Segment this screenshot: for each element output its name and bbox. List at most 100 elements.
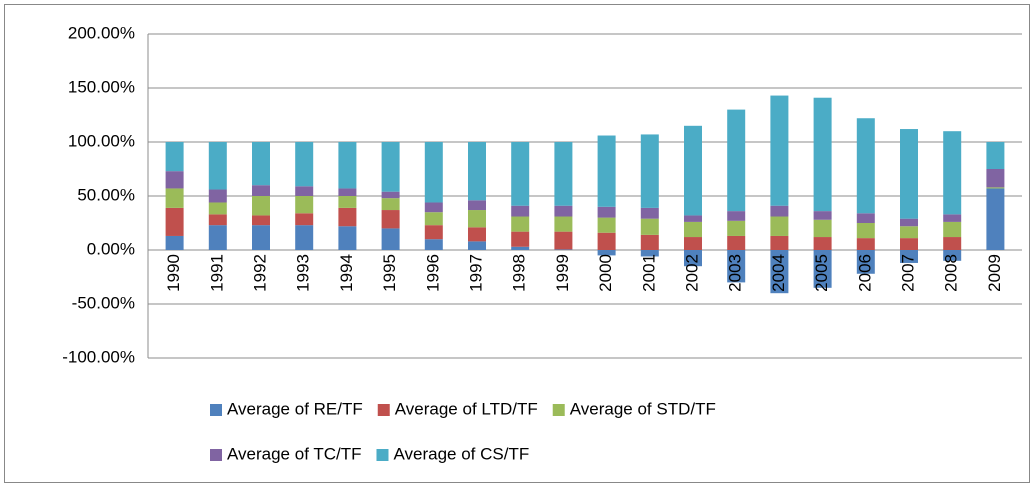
x-tick-label: 1992 — [250, 254, 269, 292]
bar-segment — [900, 226, 918, 239]
bar-segment — [252, 185, 270, 196]
bar-segment — [900, 129, 918, 219]
bar-segment — [165, 188, 184, 208]
legend-swatch — [376, 449, 389, 461]
bar-segment — [943, 250, 962, 261]
bar-segment — [640, 134, 659, 208]
bar-segment — [252, 215, 270, 226]
bar-segment — [424, 142, 443, 203]
bar-segment — [424, 225, 443, 240]
bar-segment — [986, 142, 1005, 169]
bar-segment — [727, 235, 746, 250]
bar-segment — [338, 207, 357, 227]
bar-segment — [727, 220, 746, 236]
bar-segment — [640, 250, 659, 257]
bar-segment — [813, 97, 832, 212]
bar-segment — [943, 131, 962, 215]
bar-segment — [468, 142, 486, 201]
x-tick-label: 2009 — [985, 254, 1004, 292]
bar-segment — [165, 142, 184, 172]
x-tick-label: 1991 — [207, 254, 226, 292]
bar-segment — [770, 205, 789, 217]
legend-swatch — [210, 449, 222, 461]
bar-segment — [381, 191, 400, 199]
bar-segment — [338, 226, 357, 250]
bar-segment — [295, 186, 314, 196]
bar-segment — [727, 109, 746, 212]
bar-segment — [684, 215, 702, 222]
x-tick-label: 1993 — [294, 254, 313, 292]
x-tick-label: 1998 — [510, 254, 529, 292]
bar-segment — [511, 205, 530, 217]
bar-segment — [856, 250, 875, 274]
x-tick-label: 2003 — [726, 254, 745, 292]
x-tick-label: 2000 — [596, 254, 615, 292]
bar-segment — [684, 237, 702, 250]
legend-label: Average of STD/TF — [570, 399, 716, 418]
bar-segment — [597, 217, 616, 233]
bar-segment — [640, 207, 659, 219]
bar-segment — [856, 118, 875, 214]
bar-segment — [554, 216, 573, 232]
bar-segment — [424, 239, 443, 250]
bar-segment — [813, 211, 832, 220]
bar-segment — [511, 246, 530, 250]
bar-segment — [943, 237, 962, 250]
x-tick-label: 1996 — [423, 254, 442, 292]
x-tick-label: 1994 — [337, 254, 356, 292]
bar-segment — [252, 225, 270, 250]
legend-swatch — [377, 404, 390, 416]
x-tick-label: 2002 — [682, 254, 701, 292]
bar-segment — [684, 125, 702, 216]
bar-segment — [640, 218, 659, 235]
bar-segment — [813, 237, 832, 250]
bar-segment — [468, 241, 486, 250]
bar-segment — [165, 207, 184, 236]
bar-segment — [511, 231, 530, 247]
bar-segment — [900, 218, 918, 227]
bar-segment — [468, 210, 486, 228]
bar-segment — [900, 250, 918, 263]
bar-segment — [338, 188, 357, 196]
bar-segment — [684, 250, 702, 267]
x-tick-label: 1999 — [553, 254, 572, 292]
bar-segment — [252, 196, 270, 216]
bar-segment — [208, 142, 227, 190]
bar-segment — [640, 234, 659, 250]
y-tick-label: 50.00% — [77, 185, 135, 204]
bar-segment — [295, 225, 314, 250]
bar-segment — [165, 235, 184, 250]
bar-segment — [165, 171, 184, 189]
y-tick-label: 200.00% — [68, 23, 135, 42]
bar-segment — [770, 250, 789, 294]
bar-segment — [856, 213, 875, 223]
bar-segment — [597, 232, 616, 250]
x-tick-label: 1990 — [164, 254, 183, 292]
bar-segment — [295, 213, 314, 226]
x-tick-label: 2008 — [942, 254, 961, 292]
bar-segment — [424, 202, 443, 213]
x-tick-label: 2006 — [855, 254, 874, 292]
bar-segment — [856, 238, 875, 250]
bar-segment — [338, 196, 357, 208]
bar-segment — [381, 228, 400, 250]
bar-segment — [727, 211, 746, 221]
legend-label: Average of TC/TF — [227, 444, 361, 463]
bar-segment — [943, 221, 962, 238]
legend-label: Average of CS/TF — [393, 444, 529, 463]
legend-swatch — [210, 404, 222, 416]
y-tick-label: -100.00% — [62, 347, 135, 366]
bar-segment — [943, 214, 962, 222]
bar-segment — [813, 219, 832, 238]
bar-segment — [554, 205, 573, 217]
bar-segment — [986, 169, 1005, 188]
bar-segment — [295, 196, 314, 214]
bar-segment — [208, 202, 227, 215]
x-tick-label: 1997 — [466, 254, 485, 292]
bar-segment — [424, 212, 443, 226]
legend-label: Average of LTD/TF — [395, 399, 538, 418]
bar-segment — [597, 250, 616, 256]
x-tick-label: 2007 — [898, 254, 917, 292]
bar-segment — [468, 200, 486, 211]
